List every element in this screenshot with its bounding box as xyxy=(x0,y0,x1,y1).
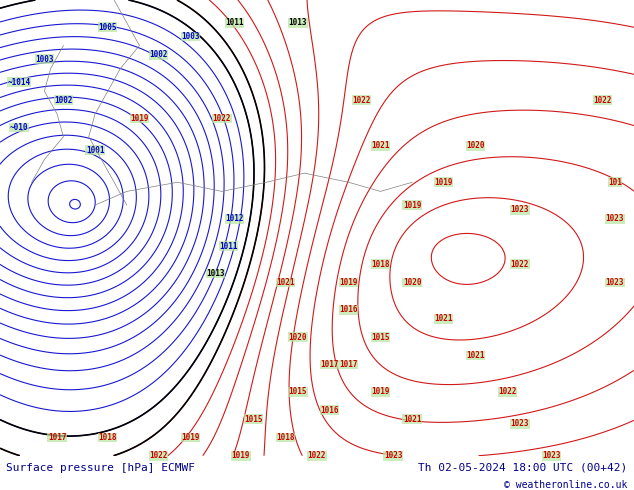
Text: 1018: 1018 xyxy=(371,260,390,269)
Text: 1021: 1021 xyxy=(466,351,485,360)
Text: 1013: 1013 xyxy=(206,269,225,278)
Text: 1003: 1003 xyxy=(35,55,54,64)
Text: 1019: 1019 xyxy=(371,388,390,396)
Text: 1003: 1003 xyxy=(181,32,200,41)
Text: 1013: 1013 xyxy=(288,18,307,27)
Text: 1023: 1023 xyxy=(510,419,529,428)
Text: 1021: 1021 xyxy=(434,315,453,323)
Text: 1020: 1020 xyxy=(403,278,422,287)
Text: 1022: 1022 xyxy=(212,114,231,123)
Text: 1005: 1005 xyxy=(98,23,117,32)
Text: 1016: 1016 xyxy=(339,305,358,315)
Text: 1017: 1017 xyxy=(320,360,339,369)
Text: 1020: 1020 xyxy=(466,141,485,150)
Text: 1023: 1023 xyxy=(605,278,624,287)
Text: 1017: 1017 xyxy=(48,433,67,442)
Text: 1022: 1022 xyxy=(510,260,529,269)
Text: 1021: 1021 xyxy=(371,141,390,150)
Text: Th 02-05-2024 18:00 UTC (00+42): Th 02-05-2024 18:00 UTC (00+42) xyxy=(418,463,628,473)
Text: 1020: 1020 xyxy=(288,333,307,342)
Text: 1023: 1023 xyxy=(384,451,403,460)
Text: 1022: 1022 xyxy=(352,96,371,105)
Text: 1023: 1023 xyxy=(542,451,561,460)
Text: 1002: 1002 xyxy=(149,50,168,59)
Text: 1018: 1018 xyxy=(98,433,117,442)
Text: 1019: 1019 xyxy=(181,433,200,442)
Text: 1019: 1019 xyxy=(231,451,250,460)
Text: ~1014: ~1014 xyxy=(8,77,30,87)
Text: 1019: 1019 xyxy=(434,178,453,187)
Text: 101: 101 xyxy=(608,178,622,187)
Text: 1011: 1011 xyxy=(225,18,244,27)
Text: 1021: 1021 xyxy=(403,415,422,424)
Text: © weatheronline.co.uk: © weatheronline.co.uk xyxy=(504,480,628,490)
Text: 1002: 1002 xyxy=(54,96,73,105)
Text: 1016: 1016 xyxy=(320,406,339,415)
Text: 1023: 1023 xyxy=(605,214,624,223)
Text: 1015: 1015 xyxy=(288,388,307,396)
Text: 1015: 1015 xyxy=(244,415,263,424)
Text: 1018: 1018 xyxy=(276,433,295,442)
Text: 1019: 1019 xyxy=(339,278,358,287)
Text: 1017: 1017 xyxy=(339,360,358,369)
Text: 1019: 1019 xyxy=(403,200,422,210)
Text: 1012: 1012 xyxy=(225,214,244,223)
Text: 1022: 1022 xyxy=(593,96,612,105)
Text: 1022: 1022 xyxy=(149,451,168,460)
Text: 1015: 1015 xyxy=(371,333,390,342)
Text: ~010: ~010 xyxy=(10,123,29,132)
Text: 1023: 1023 xyxy=(510,205,529,214)
Text: 1001: 1001 xyxy=(86,146,105,155)
Text: 1022: 1022 xyxy=(307,451,327,460)
Text: 1019: 1019 xyxy=(130,114,149,123)
Text: 1011: 1011 xyxy=(219,242,238,250)
Text: 1022: 1022 xyxy=(498,388,517,396)
Text: Surface pressure [hPa] ECMWF: Surface pressure [hPa] ECMWF xyxy=(6,463,195,473)
Text: 1021: 1021 xyxy=(276,278,295,287)
